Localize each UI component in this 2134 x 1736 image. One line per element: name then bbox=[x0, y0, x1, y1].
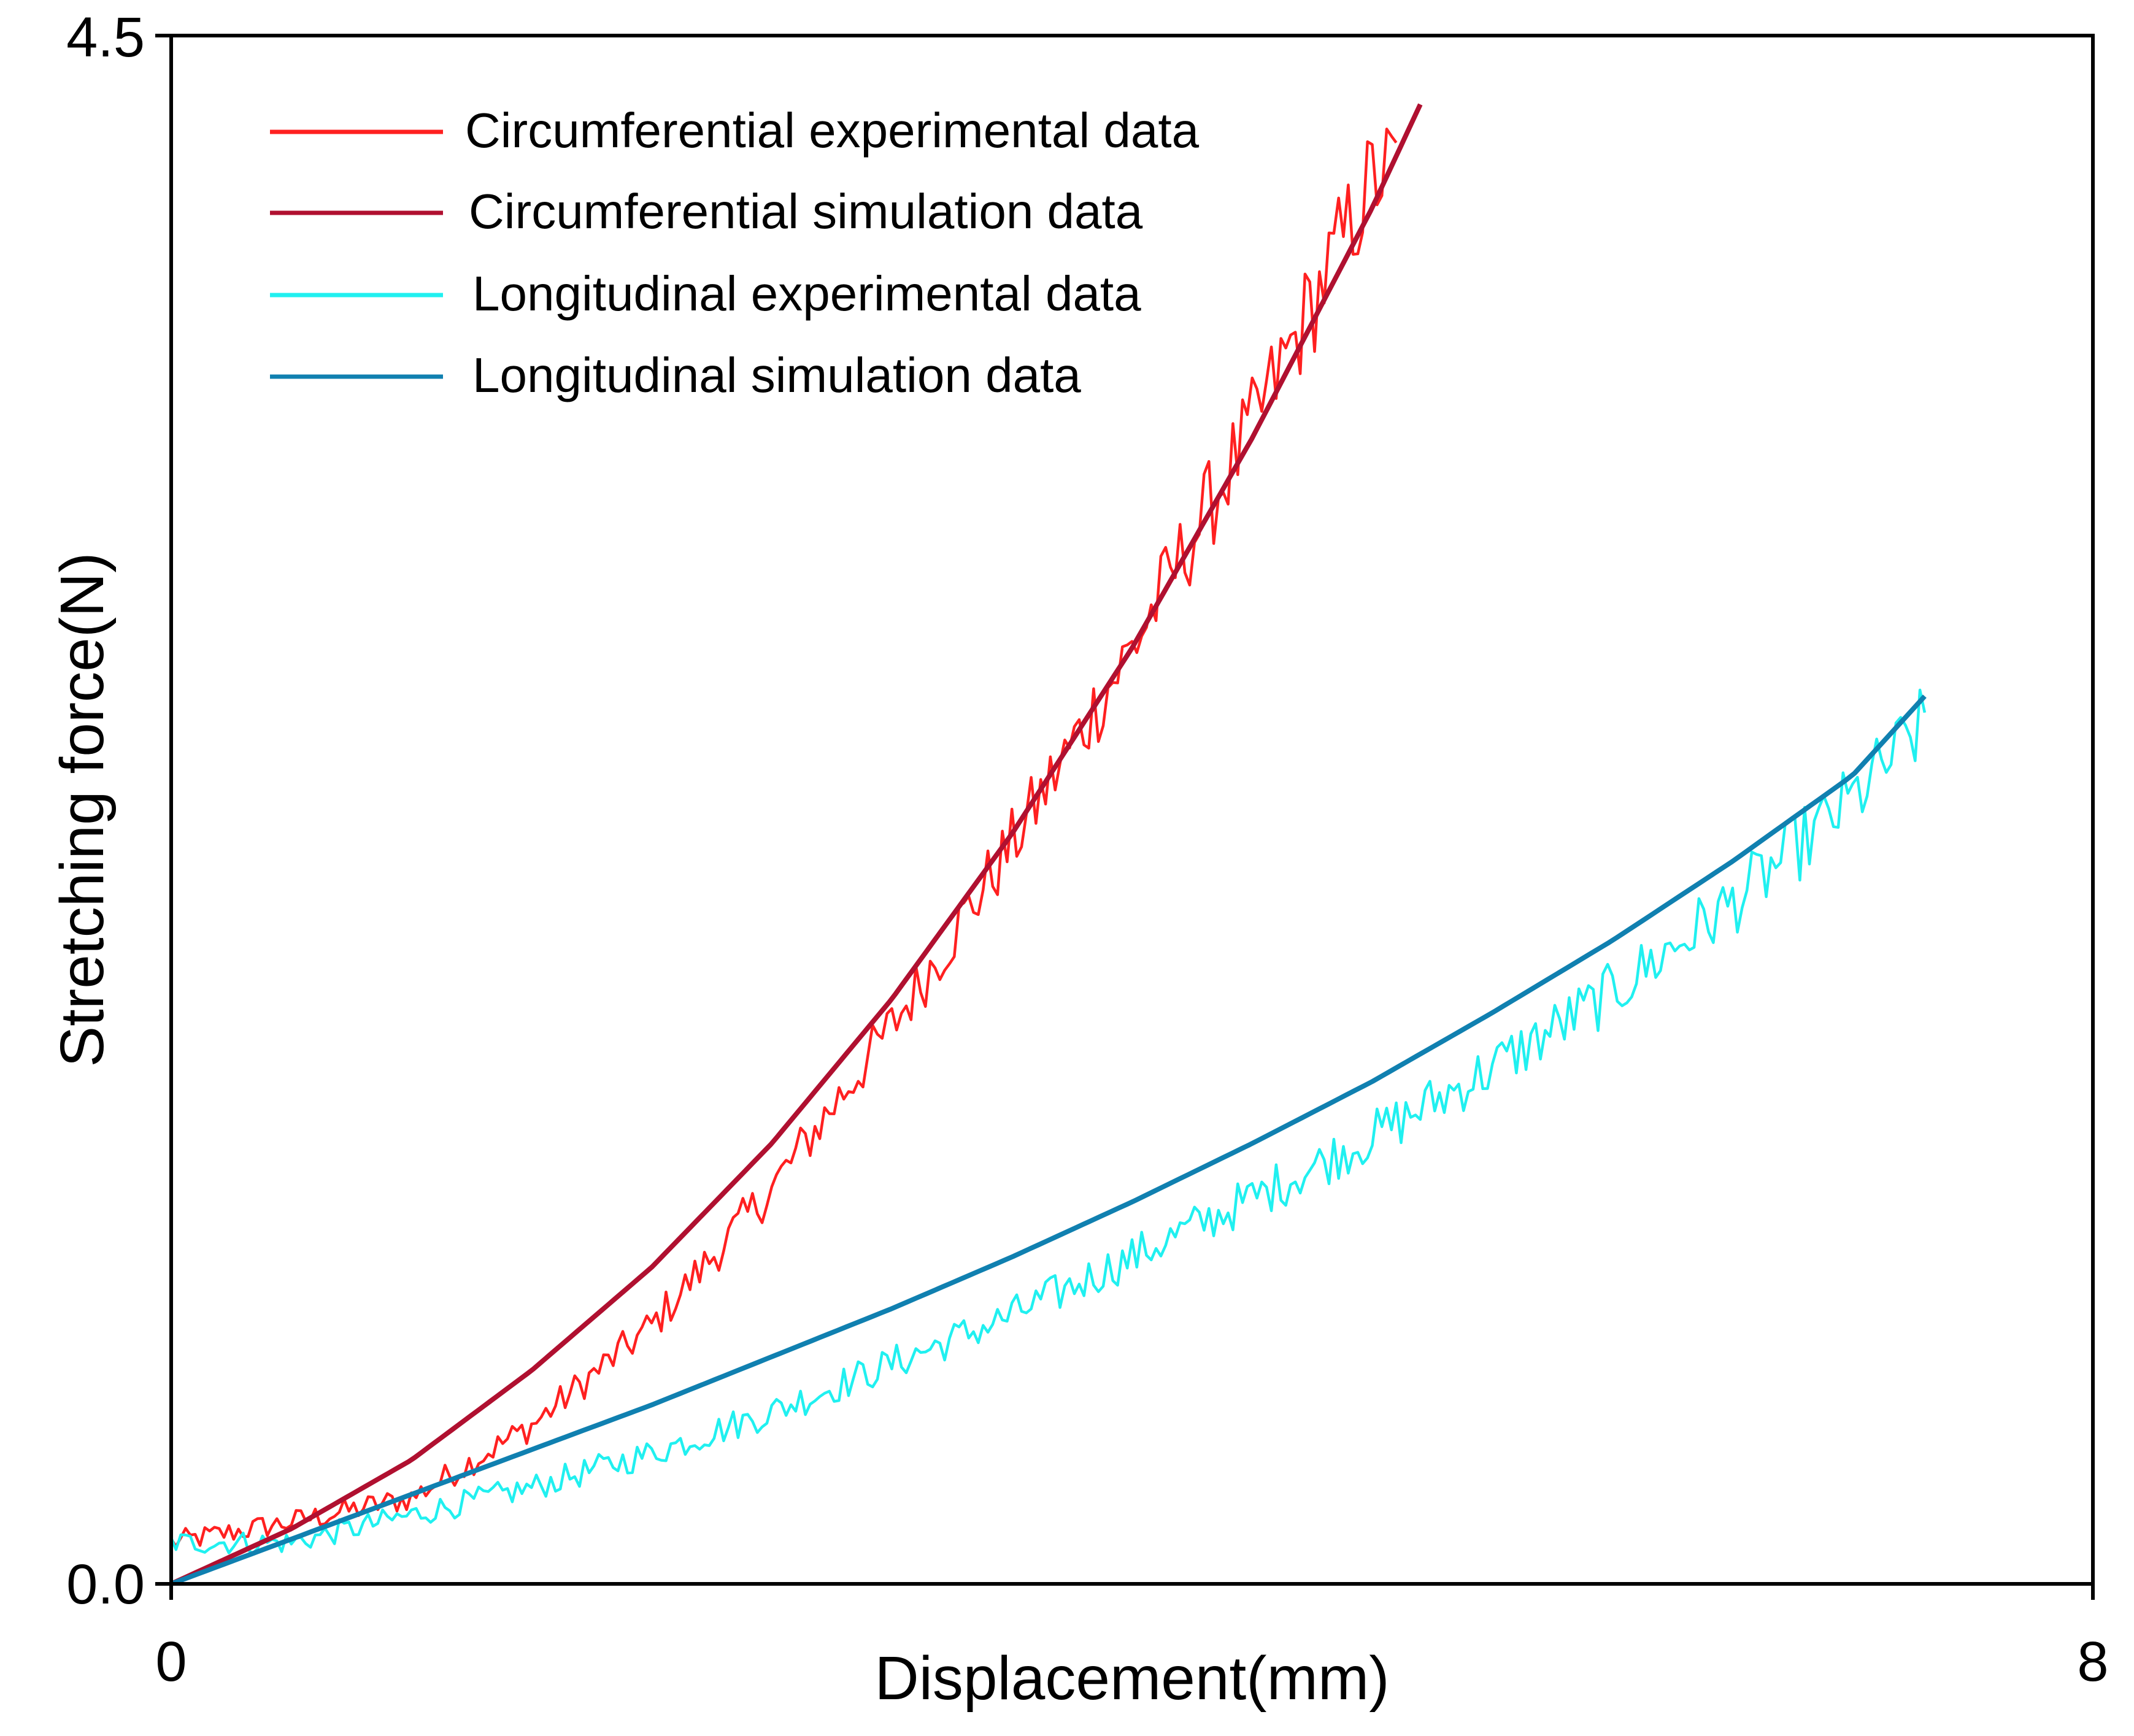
y-tick-label-min: 0.0 bbox=[66, 1553, 145, 1616]
y-axis-title: Stretching force(N) bbox=[48, 552, 117, 1067]
plot-frame bbox=[169, 34, 2095, 1586]
x-tick-label-max: 8 bbox=[2077, 1630, 2108, 1693]
series-line-longitudinal-simulation-data bbox=[170, 694, 1927, 1586]
legend-label-long-sim: Longitudinal simulation data bbox=[472, 348, 1081, 402]
x-tick-label-min: 0 bbox=[155, 1630, 187, 1693]
legend-label-long-exp: Longitudinal experimental data bbox=[472, 266, 1141, 321]
legend-label-circ-exp: Circumferential experimental data bbox=[465, 103, 1200, 158]
series-line-longitudinal-experimental-data bbox=[169, 688, 1927, 1555]
y-tick-label-max: 4.5 bbox=[66, 6, 145, 69]
series-layer bbox=[169, 103, 1927, 1586]
series-line-circumferential-experimental-data bbox=[170, 128, 1398, 1548]
legend: Circumferential experimental data Circum… bbox=[270, 103, 1200, 402]
plot-area bbox=[171, 36, 2093, 1584]
legend-label-circ-sim: Circumferential simulation data bbox=[469, 184, 1143, 239]
x-axis-title: Displacement(mm) bbox=[874, 1644, 1389, 1713]
series-line-circumferential-simulation-data bbox=[170, 103, 1423, 1586]
